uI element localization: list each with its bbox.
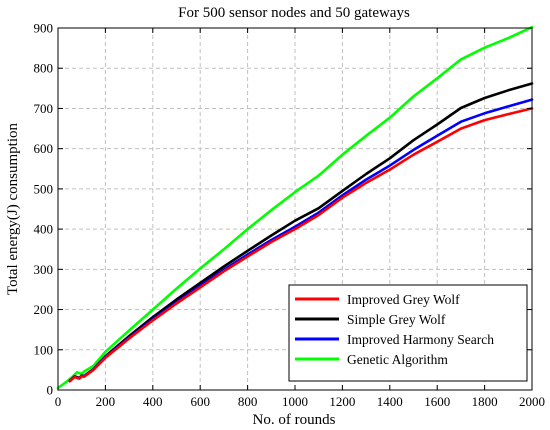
x-tick-label: 0 <box>55 394 62 409</box>
y-tick-label: 600 <box>34 141 54 156</box>
y-tick-label: 700 <box>34 101 54 116</box>
x-tick-label: 1800 <box>472 394 498 409</box>
x-tick-label: 1000 <box>282 394 308 409</box>
y-tick-label: 300 <box>34 262 54 277</box>
x-tick-label: 400 <box>143 394 163 409</box>
y-tick-label: 200 <box>34 302 54 317</box>
legend: Improved Grey Wolf Simple Grey Wolf Improv… <box>288 284 528 382</box>
x-tick-label: 800 <box>238 394 258 409</box>
y-tick-label: 900 <box>34 21 54 36</box>
y-tick-label: 0 <box>47 383 54 398</box>
x-tick-label: 1200 <box>329 394 355 409</box>
series-line-genetic-algorithm <box>56 25 534 390</box>
x-tick-label: 600 <box>190 394 210 409</box>
chart-title: For 500 sensor nodes and 50 gateways <box>178 5 410 21</box>
legend-box <box>288 284 528 382</box>
series-line-improved-grey-wolf <box>68 107 534 383</box>
x-tick-label: 1400 <box>377 394 403 409</box>
y-tick-label: 100 <box>34 342 54 357</box>
axis-ticks: 0 200 400 600 800 1000 1200 1400 1600 1800 2000 0 10… <box>34 21 546 410</box>
legend-label-improved-harmony-search: Improved Harmony Search <box>347 332 494 347</box>
x-tick-label: 200 <box>96 394 116 409</box>
legend-label-simple-grey-wolf: Simple Grey Wolf <box>347 312 446 327</box>
y-axis-title: Total energy(J) consumption <box>5 123 21 295</box>
y-tick-label: 400 <box>34 222 54 237</box>
x-tick-label: 2000 <box>519 394 545 409</box>
series-layer <box>56 25 534 390</box>
legend-label-improved-grey-wolf: Improved Grey Wolf <box>347 292 460 307</box>
y-tick-label: 800 <box>34 61 54 76</box>
x-tick-label: 1600 <box>424 394 450 409</box>
legend-label-genetic-algorithm: Genetic Algorithm <box>347 352 448 367</box>
y-tick-label: 500 <box>34 181 54 196</box>
x-axis-title: No. of rounds <box>253 412 336 428</box>
